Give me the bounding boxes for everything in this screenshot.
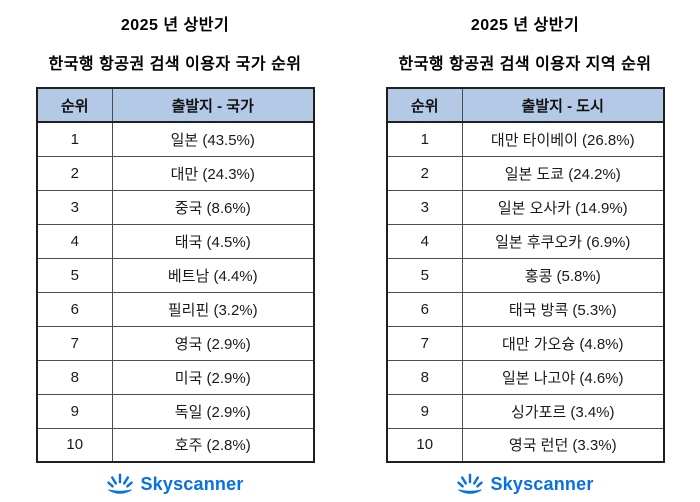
col-header-rank: 순위 [36, 87, 113, 123]
value-cell: 일본 후쿠오카 (6.9%) [462, 223, 664, 259]
rank-cell: 8 [386, 359, 463, 395]
table-row: 8 미국 (2.9%) [36, 359, 314, 395]
value-cell: 일본 (43.5%) [112, 121, 314, 157]
city-ranking-panel: 2025 년 상반기 한국행 항공권 검색 이용자 지역 순위 순위 출발지 -… [350, 0, 700, 502]
table-row: 6 필리핀 (3.2%) [36, 291, 314, 327]
value-cell: 미국 (2.9%) [112, 359, 314, 395]
value-cell: 호주 (2.8%) [112, 427, 314, 463]
rank-cell: 1 [386, 121, 463, 157]
header-row: 순위 출발지 - 도시 [386, 87, 664, 123]
skyscanner-wordmark: Skyscanner [490, 473, 594, 494]
table-row: 2 일본 도쿄 (24.2%) [386, 155, 664, 191]
rank-cell: 3 [36, 189, 113, 225]
skyscanner-sun-icon [107, 473, 134, 494]
table-row: 3 일본 오사카 (14.9%) [386, 189, 664, 225]
table-row: 7 대만 가오슝 (4.8%) [386, 325, 664, 361]
period-title: 2025 년 상반기 [470, 17, 580, 34]
value-cell: 영국 (2.9%) [112, 325, 314, 361]
value-cell: 태국 방콕 (5.3%) [462, 291, 664, 327]
value-cell: 태국 (4.5%) [112, 223, 314, 259]
country-ranking-table: 순위 출발지 - 국가 1 일본 (43.5%) 2 대만 (24.3%) 3 중국 … [35, 87, 315, 463]
rank-cell: 6 [386, 291, 463, 327]
value-cell: 베트남 (4.4%) [112, 257, 314, 293]
country-ranking-panel: 2025 년 상반기 한국행 항공권 검색 이용자 국가 순위 순위 출발지 -… [35, 17, 315, 496]
value-cell: 독일 (2.9%) [112, 393, 314, 429]
rank-cell: 9 [36, 393, 113, 429]
city-table-title: 한국행 항공권 검색 이용자 지역 순위 [398, 56, 652, 73]
skyscanner-wordmark: Skyscanner [140, 473, 244, 494]
value-cell: 필리핀 (3.2%) [112, 291, 314, 327]
rank-cell: 5 [386, 257, 463, 293]
skyscanner-logo: Skyscanner [456, 472, 593, 496]
table-row: 4 태국 (4.5%) [36, 223, 314, 259]
value-cell: 일본 오사카 (14.9%) [462, 189, 664, 225]
col-header-origin-city: 출발지 - 도시 [462, 87, 664, 123]
rank-cell: 2 [36, 155, 113, 191]
header-row: 순위 출발지 - 국가 [36, 87, 314, 123]
table-row: 6 태국 방콕 (5.3%) [386, 291, 664, 327]
rank-cell: 10 [36, 427, 113, 463]
value-cell: 대만 타이베이 (26.8%) [462, 121, 664, 157]
rank-cell: 9 [386, 393, 463, 429]
table-row: 8 일본 나고야 (4.6%) [386, 359, 664, 395]
city-ranking-table: 순위 출발지 - 도시 1 대만 타이베이 (26.8%) 2 일본 도쿄 (24.… [385, 87, 665, 463]
rank-cell: 1 [36, 121, 113, 157]
table-row: 4 일본 후쿠오카 (6.9%) [386, 223, 664, 259]
table-row: 10 영국 런던 (3.3%) [386, 427, 664, 463]
value-cell: 홍콩 (5.8%) [462, 257, 664, 293]
country-table-title: 한국행 항공권 검색 이용자 국가 순위 [48, 56, 302, 73]
table-row: 9 싱가포르 (3.4%) [386, 393, 664, 429]
value-cell: 대만 (24.3%) [112, 155, 314, 191]
rank-cell: 5 [36, 257, 113, 293]
rank-cell: 8 [36, 359, 113, 395]
col-header-rank: 순위 [386, 87, 463, 123]
value-cell: 대만 가오슝 (4.8%) [462, 325, 664, 361]
rank-cell: 4 [36, 223, 113, 259]
table-row: 5 베트남 (4.4%) [36, 257, 314, 293]
value-cell: 일본 도쿄 (24.2%) [462, 155, 664, 191]
table-row: 9 독일 (2.9%) [36, 393, 314, 429]
value-cell: 영국 런던 (3.3%) [462, 427, 664, 463]
table-row: 2 대만 (24.3%) [36, 155, 314, 191]
rank-cell: 3 [386, 189, 463, 225]
rank-cell: 2 [386, 155, 463, 191]
table-row: 10 호주 (2.8%) [36, 427, 314, 463]
rank-cell: 10 [386, 427, 463, 463]
value-cell: 중국 (8.6%) [112, 189, 314, 225]
table-row: 3 중국 (8.6%) [36, 189, 314, 225]
col-header-origin-country: 출발지 - 국가 [112, 87, 314, 123]
rank-cell: 4 [386, 223, 463, 259]
value-cell: 싱가포르 (3.4%) [462, 393, 664, 429]
table-row: 5 홍콩 (5.8%) [386, 257, 664, 293]
rank-cell: 7 [36, 325, 113, 361]
rank-cell: 7 [386, 325, 463, 361]
table-row: 7 영국 (2.9%) [36, 325, 314, 361]
skyscanner-logo: Skyscanner [106, 472, 243, 496]
table-row: 1 일본 (43.5%) [36, 121, 314, 157]
skyscanner-sun-icon [457, 473, 484, 494]
rank-cell: 6 [36, 291, 113, 327]
table-row: 1 대만 타이베이 (26.8%) [386, 121, 664, 157]
period-title: 2025 년 상반기 [120, 17, 230, 34]
value-cell: 일본 나고야 (4.6%) [462, 359, 664, 395]
